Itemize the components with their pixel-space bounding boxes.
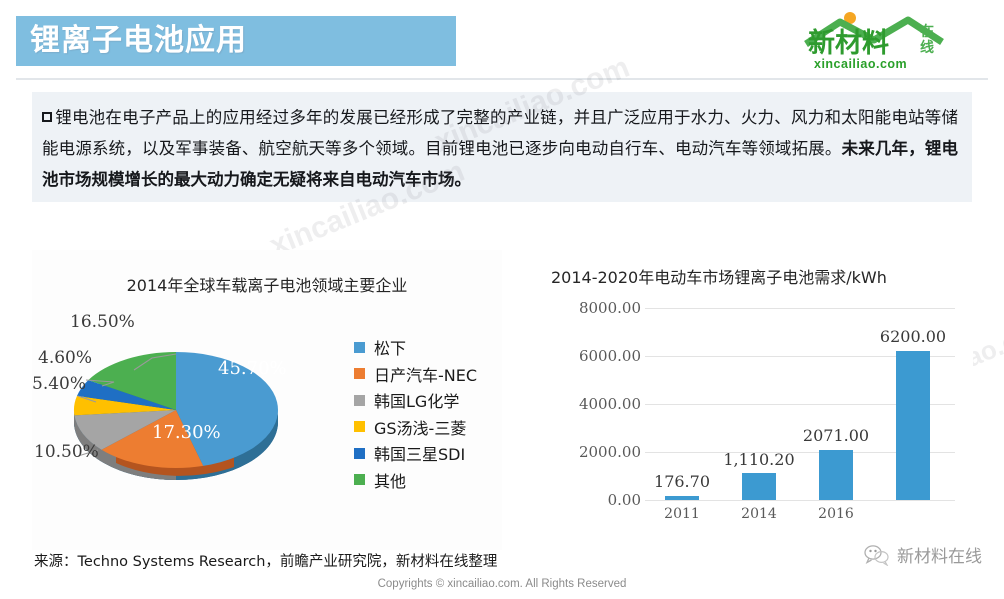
pie-label-other: 16.50%: [70, 312, 135, 332]
legend-swatch-icon: [354, 368, 365, 380]
pie-svg: [73, 351, 279, 480]
bar-value: 6200.00: [879, 327, 947, 346]
footer-copyright: Copyrights © xincailiao.com. All Rights …: [377, 578, 627, 590]
legend-item[interactable]: GS汤浅-三菱: [354, 414, 477, 441]
wechat-brand: 新材料在线: [864, 542, 982, 567]
bar-chart-panel: 2014-2020年电动车市场锂离子电池需求/kWh 8000.00 6000.…: [533, 250, 973, 542]
pie-label-gs-yuasa: 5.40%: [32, 374, 87, 394]
bullet-square-icon: [42, 112, 52, 122]
y-axis-tick: 6000.00: [578, 347, 641, 365]
bar-2014[interactable]: [742, 473, 776, 500]
y-axis-tick: 0.00: [607, 491, 641, 509]
header-band: [16, 16, 456, 66]
legend-swatch-icon: [354, 341, 365, 353]
bar-chart-title: 2014-2020年电动车市场锂离子电池需求/kWh: [551, 268, 887, 287]
bar-value: 176.70: [654, 472, 710, 491]
paragraph-body: 锂电池在电子产品上的应用经过多年的发展已经形成了完整的产业链，并且广泛应用于水力…: [42, 108, 958, 158]
pie-chart-panel: 2014年全球车载离子电池领域主要企业: [32, 250, 502, 550]
source-note: 来源：Techno Systems Research，前瞻产业研究院，新材料在线…: [34, 554, 498, 570]
svg-text:在: 在: [920, 23, 934, 40]
logo-url: xincailiao.com: [814, 57, 908, 71]
legend-label: 日产汽车-NEC: [374, 365, 478, 385]
y-axis-tick: 8000.00: [578, 299, 641, 317]
bar-2020[interactable]: [896, 351, 930, 500]
legend-label: GS汤浅-三菱: [374, 418, 467, 438]
y-axis-tick: 4000.00: [578, 395, 641, 413]
pie-label-samsung: 4.60%: [38, 348, 93, 368]
pie-label-lg-chem: 10.50%: [34, 442, 99, 462]
legend-label: 其他: [374, 471, 407, 491]
gridline: [645, 404, 955, 405]
svg-text:新材料: 新材料: [808, 27, 889, 59]
logo-graphic: 新材料 在 线: [804, 12, 944, 59]
paragraph-emphasis: 未来几年，锂电池市场规模增长的最大动力确定无疑将来自电动汽车市场。: [42, 139, 959, 189]
legend-item[interactable]: 韩国三星SDI: [354, 440, 477, 467]
pie-label-panasonic: 45.70%: [218, 358, 287, 379]
legend-label: 韩国LG化学: [374, 392, 460, 412]
header-divider: [16, 78, 988, 80]
legend-swatch-icon: [354, 394, 365, 406]
x-axis-tick: 2016: [818, 506, 854, 522]
wechat-icon: [864, 544, 889, 566]
bar-2011[interactable]: [665, 496, 699, 500]
bar-value: 1,110.20: [723, 450, 795, 469]
bar-2016[interactable]: [819, 450, 853, 500]
legend-swatch-icon: [354, 421, 365, 433]
intro-paragraph-panel: 锂电池在电子产品上的应用经过多年的发展已经形成了完整的产业链，并且广泛应用于水力…: [32, 92, 972, 202]
bar-chart-plot: 8000.00 6000.00 4000.00 2000.00 0.00 176…: [579, 299, 955, 522]
bar-value: 2071.00: [802, 426, 870, 445]
brand-logo: 新材料 在 线 xincailiao.com: [800, 10, 972, 72]
page-title: 锂离子电池应用: [30, 24, 247, 57]
svg-text:线: 线: [920, 39, 934, 56]
intro-paragraph: 锂电池在电子产品上的应用经过多年的发展已经形成了完整的产业链，并且广泛应用于水力…: [42, 102, 958, 195]
x-axis-tick: 2014: [741, 506, 777, 522]
legend-item[interactable]: 松下: [354, 334, 477, 361]
x-axis-tick: 2011: [664, 506, 700, 522]
gridline: [645, 308, 955, 309]
pie-legend: 松下 日产汽车-NEC 韩国LG化学 GS汤浅-三菱 韩国三星SDI 其他: [354, 334, 477, 493]
legend-swatch-icon: [354, 447, 365, 459]
pie-chart-title: 2014年全球车载离子电池领域主要企业: [126, 276, 408, 295]
axis-baseline: [645, 500, 955, 501]
pie-label-nissan-nec: 17.30%: [152, 422, 221, 443]
gridline: [645, 452, 955, 453]
legend-item[interactable]: 韩国LG化学: [354, 387, 477, 414]
y-axis-tick: 2000.00: [578, 443, 641, 461]
legend-label: 松下: [374, 339, 407, 359]
gridline: [645, 356, 955, 357]
legend-swatch-icon: [354, 474, 365, 486]
wechat-brand-label: 新材料在线: [897, 547, 982, 567]
pie-chart-graphic: [56, 310, 316, 500]
legend-item[interactable]: 其他: [354, 467, 477, 494]
legend-label: 韩国三星SDI: [374, 445, 466, 465]
legend-item[interactable]: 日产汽车-NEC: [354, 361, 477, 388]
